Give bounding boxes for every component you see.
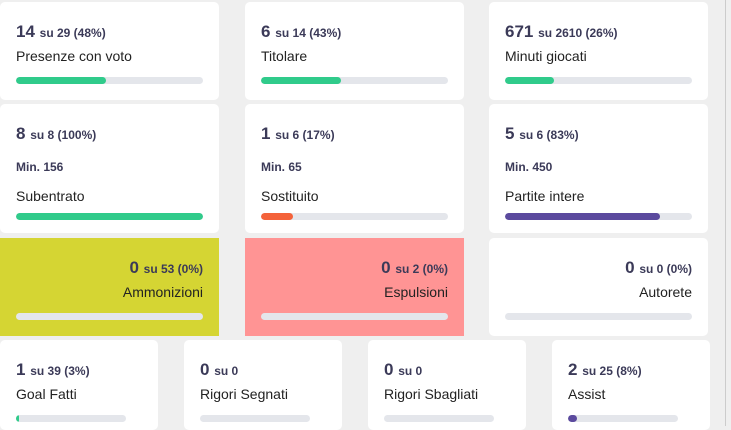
stat-value: 0 su 0 — [384, 360, 422, 380]
progress-fill — [16, 213, 203, 220]
stat-total: su 8 (100%) — [30, 128, 97, 142]
stat-total: su 39 (3%) — [30, 364, 90, 378]
stat-count: 5 — [505, 124, 515, 143]
stat-label: Sostituito — [261, 188, 319, 204]
progress-bar — [16, 313, 203, 320]
stat-card: 1 su 6 (17%) Min. 65 Sostituito — [245, 104, 464, 233]
stat-label: Goal Fatti — [16, 386, 77, 402]
stat-label: Subentrato — [16, 188, 85, 204]
stat-card: 14 su 29 (48%) Presenze con voto — [0, 2, 219, 100]
progress-bar — [261, 77, 448, 84]
progress-bar — [505, 77, 692, 84]
stat-label: Rigori Sbagliati — [384, 386, 479, 402]
stat-label: Partite intere — [505, 188, 585, 204]
stat-count: 6 — [261, 22, 271, 41]
stat-card: 671 su 2610 (26%) Minuti giocati — [489, 2, 708, 100]
progress-bar — [261, 213, 448, 220]
stat-total: su 6 (17%) — [275, 128, 335, 142]
stat-label: Minuti giocati — [505, 48, 587, 64]
stat-total: su 14 (43%) — [275, 26, 342, 40]
stat-value: 0 su 0 — [200, 360, 238, 380]
stat-label: Presenze con voto — [16, 48, 132, 64]
stat-total: su 0 (0%) — [639, 262, 692, 276]
progress-bar — [505, 313, 692, 320]
progress-bar — [384, 415, 494, 422]
stat-count: 1 — [261, 124, 271, 143]
stat-count: 2 — [568, 360, 578, 379]
stat-total: su 0 — [214, 364, 239, 378]
progress-bar — [16, 415, 126, 422]
stat-card: 6 su 14 (43%) Titolare — [245, 2, 464, 100]
stat-count: 0 — [384, 360, 394, 379]
stat-count: 0 — [129, 258, 139, 277]
stat-label: Assist — [568, 386, 606, 402]
stat-count: 1 — [16, 360, 26, 379]
progress-fill — [505, 213, 661, 220]
stat-card: 1 su 39 (3%) Goal Fatti — [0, 340, 158, 430]
stat-count: 14 — [16, 22, 35, 41]
progress-bar — [261, 313, 448, 320]
stat-label: Rigori Segnati — [200, 386, 288, 402]
stat-value: 0 su 2 (0%) — [381, 258, 448, 278]
stat-value: 671 su 2610 (26%) — [505, 22, 618, 42]
progress-fill — [261, 213, 293, 220]
stat-minutes: Min. 450 — [505, 160, 553, 174]
stat-card: 2 su 25 (8%) Assist — [552, 340, 710, 430]
scrollbar[interactable] — [725, 0, 726, 426]
stat-count: 8 — [16, 124, 26, 143]
stat-card: 8 su 8 (100%) Min. 156 Subentrato — [0, 104, 219, 233]
progress-bar — [568, 415, 678, 422]
stat-card: 0 su 0 Rigori Segnati — [184, 340, 342, 430]
stat-value: 1 su 6 (17%) — [261, 124, 335, 144]
stat-value: 0 su 53 (0%) — [129, 258, 203, 278]
stat-label: Espulsioni — [384, 284, 448, 300]
stat-label: Ammonizioni — [122, 284, 203, 300]
stat-value: 1 su 39 (3%) — [16, 360, 90, 380]
stat-value: 5 su 6 (83%) — [505, 124, 579, 144]
stat-card: 0 su 53 (0%) Ammonizioni — [0, 238, 219, 336]
stat-total: su 29 (48%) — [39, 26, 106, 40]
progress-fill — [261, 77, 342, 84]
progress-fill — [16, 77, 106, 84]
stat-value: 0 su 0 (0%) — [625, 258, 692, 278]
progress-fill — [505, 77, 554, 84]
stat-total: su 0 — [398, 364, 423, 378]
stat-value: 6 su 14 (43%) — [261, 22, 341, 42]
stat-card: 0 su 0 (0%) Autorete — [489, 238, 708, 336]
stat-count: 0 — [200, 360, 210, 379]
progress-bar — [505, 213, 692, 220]
progress-bar — [16, 213, 203, 220]
stat-count: 671 — [505, 22, 534, 41]
stat-minutes: Min. 156 — [16, 160, 64, 174]
stat-total: su 6 (83%) — [519, 128, 579, 142]
stat-card: 0 su 2 (0%) Espulsioni — [245, 238, 464, 336]
progress-bar — [200, 415, 310, 422]
stat-count: 0 — [381, 258, 391, 277]
stat-label: Autorete — [639, 284, 692, 300]
stat-count: 0 — [625, 258, 635, 277]
stat-label: Titolare — [261, 48, 308, 64]
progress-bar — [16, 77, 203, 84]
stat-minutes: Min. 65 — [261, 160, 302, 174]
stat-value: 8 su 8 (100%) — [16, 124, 96, 144]
progress-fill — [16, 415, 20, 422]
stat-total: su 25 (8%) — [582, 364, 642, 378]
stat-value: 2 su 25 (8%) — [568, 360, 642, 380]
stat-value: 14 su 29 (48%) — [16, 22, 106, 42]
stat-card: 5 su 6 (83%) Min. 450 Partite intere — [489, 104, 708, 233]
stat-total: su 2 (0%) — [395, 262, 448, 276]
stat-total: su 53 (0%) — [143, 262, 203, 276]
stat-total: su 2610 (26%) — [538, 26, 618, 40]
progress-fill — [568, 415, 577, 422]
stat-card: 0 su 0 Rigori Sbagliati — [368, 340, 526, 430]
